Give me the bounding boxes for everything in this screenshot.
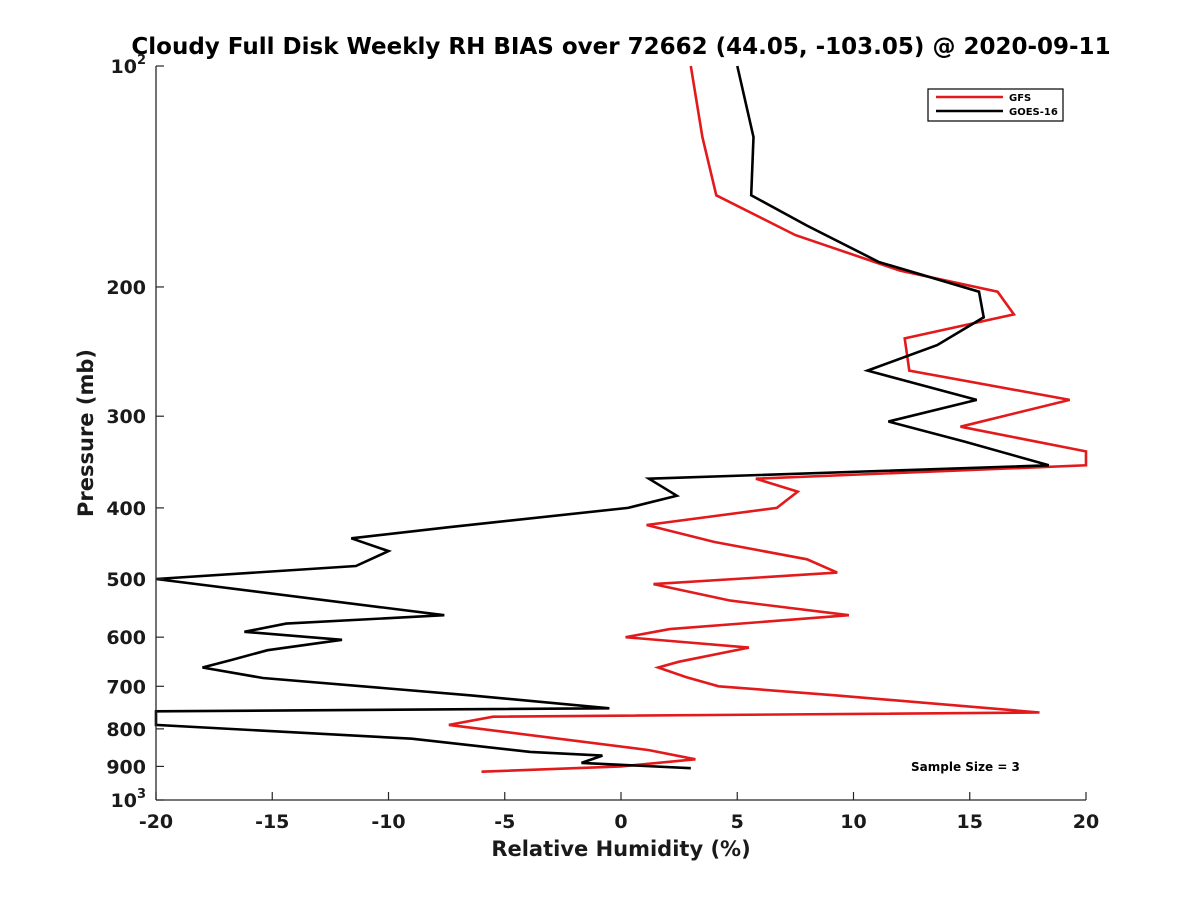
series-line-goes16 xyxy=(154,65,1050,770)
y-axis-label: Pressure (mb) xyxy=(74,349,98,517)
x-axis-label: Relative Humidity (%) xyxy=(491,837,750,861)
x-tick-label: -5 xyxy=(494,811,515,833)
y-tick-label: 200 xyxy=(106,277,146,299)
legend-label-gfs: GFS xyxy=(1009,93,1031,104)
y-tick-label: 400 xyxy=(106,498,146,520)
y-tick-label: 700 xyxy=(106,676,146,698)
legend-label-goes16: GOES-16 xyxy=(1009,107,1058,118)
plot-area xyxy=(156,66,1086,800)
chart-title: Cloudy Full Disk Weekly RH BIAS over 726… xyxy=(131,34,1110,60)
legend: GFS GOES-16 xyxy=(927,88,1064,122)
series-layer xyxy=(154,65,1088,773)
sample-size-annotation: Sample Size = 3 xyxy=(911,760,1020,774)
y-tick-label: 800 xyxy=(106,719,146,741)
x-tick-label: 5 xyxy=(731,811,744,833)
y-tick-label: 300 xyxy=(106,406,146,428)
y-tick-label: 500 xyxy=(106,569,146,591)
y-tick-label: 103 xyxy=(111,787,147,812)
legend-box xyxy=(927,88,1064,122)
x-tick-label: 15 xyxy=(957,811,983,833)
y-tick-label: 600 xyxy=(106,627,146,649)
x-tick-label: 10 xyxy=(840,811,866,833)
x-tick-label: 20 xyxy=(1073,811,1099,833)
x-tick-label: 0 xyxy=(614,811,627,833)
y-tick-label: 102 xyxy=(111,53,147,78)
y-axis-ticks: 102 200 300 400 500 600 700 800 900 103 xyxy=(106,53,164,812)
x-axis-ticks: -20 -15 -10 -5 0 5 10 15 20 xyxy=(139,792,1099,833)
x-tick-label: -20 xyxy=(139,811,173,833)
x-tick-label: -10 xyxy=(371,811,405,833)
x-tick-label: -15 xyxy=(255,811,289,833)
y-tick-label: 900 xyxy=(106,756,146,778)
series-line-gfs xyxy=(448,65,1088,773)
